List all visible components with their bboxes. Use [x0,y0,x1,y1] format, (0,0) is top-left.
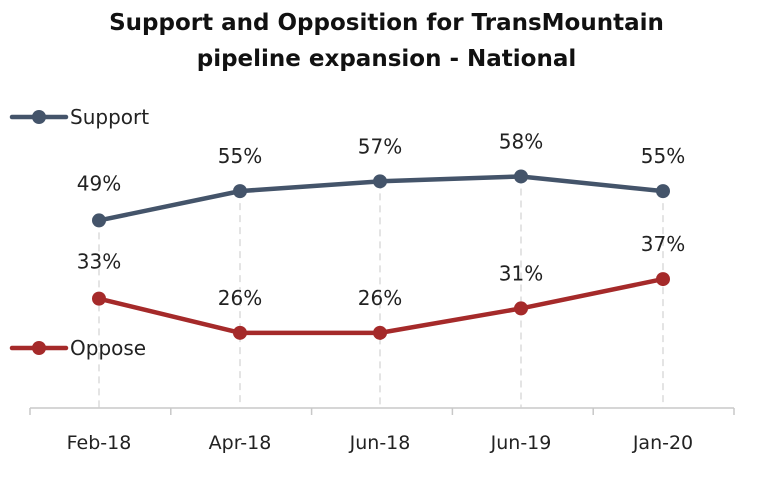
data-label-oppose: 37% [641,232,685,256]
data-label-oppose: 26% [218,286,262,310]
legend-marker-oppose [32,341,46,355]
x-tick-label: Apr-18 [209,432,272,454]
data-point-support [656,184,670,199]
data-label-support: 49% [77,171,121,195]
legend-marker-support [32,110,46,124]
data-label-oppose: 31% [499,261,543,285]
data-point-support [514,169,528,184]
data-label-support: 55% [218,144,262,168]
data-label-support: 55% [641,144,685,168]
legend-label-oppose: Oppose [70,336,146,360]
legend-label-support: Support [70,105,149,129]
x-tick-label: Jan-20 [632,432,693,454]
data-label-support: 57% [358,134,402,158]
chart-title-line-2: pipeline expansion - National [196,46,577,72]
data-point-oppose [233,325,247,340]
chart-title-line-1: Support and Opposition for TransMountain [109,10,664,36]
data-label-oppose: 26% [358,286,402,310]
data-point-oppose [656,272,670,287]
data-point-support [92,213,106,228]
data-point-oppose [92,291,106,306]
data-label-support: 58% [499,129,543,153]
x-tick-label: Jun-19 [490,432,552,454]
x-tick-label: Feb-18 [67,432,132,454]
x-tick-label: Jun-18 [349,432,411,454]
data-point-oppose [514,301,528,316]
data-point-support [233,184,247,199]
data-point-oppose [373,325,387,340]
data-point-support [373,174,387,189]
data-label-oppose: 33% [77,250,121,274]
